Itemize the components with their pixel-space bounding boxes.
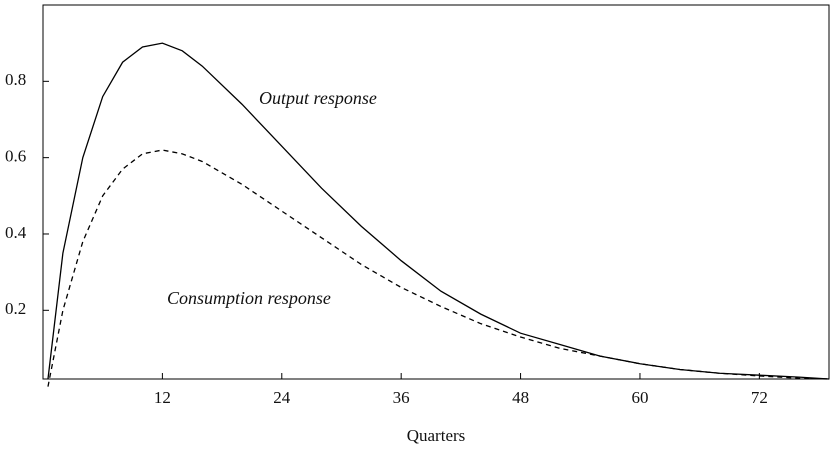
series-line <box>47 42 830 380</box>
x-tick-label: 12 <box>154 388 171 407</box>
x-axis-label: Quarters <box>407 426 466 445</box>
x-tick-label: 72 <box>751 388 768 407</box>
y-tick-label: 0.2 <box>5 299 26 318</box>
y-tick-label: 0.8 <box>5 70 26 89</box>
series-line <box>47 149 830 387</box>
plot-frame <box>42 4 830 380</box>
x-tick-label: 60 <box>631 388 648 407</box>
x-tick-label: 36 <box>393 388 410 407</box>
annotation: Consumption response <box>167 288 331 308</box>
x-tick-label: 48 <box>512 388 529 407</box>
annotation: Output response <box>259 88 377 108</box>
x-tick-label: 24 <box>273 388 291 407</box>
y-tick-label: 0.4 <box>5 223 27 242</box>
y-tick-label: 0.6 <box>5 147 26 166</box>
